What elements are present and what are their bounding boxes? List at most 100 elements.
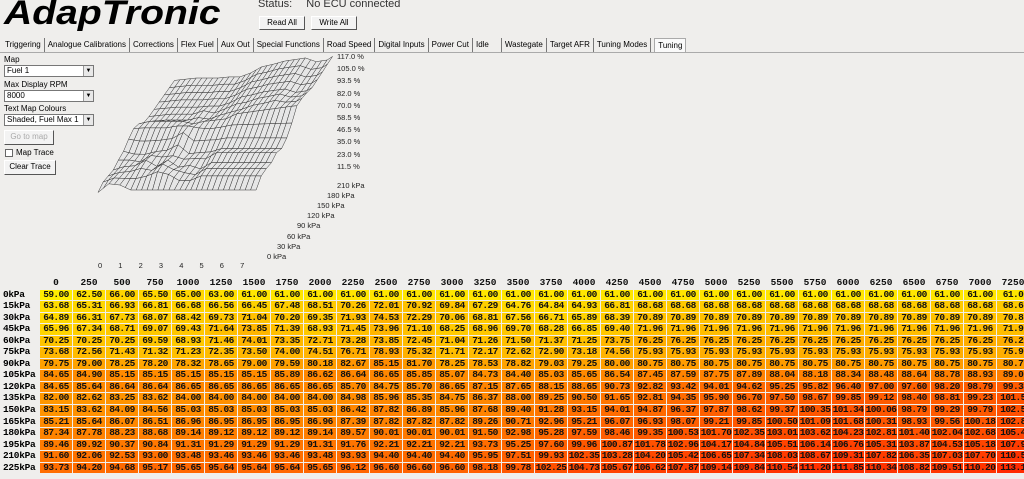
map-cell[interactable]: 70.26: [337, 301, 369, 312]
map-cell[interactable]: 100.06: [865, 405, 897, 416]
map-cell[interactable]: 84.00: [172, 393, 204, 405]
map-cell[interactable]: 78.93: [370, 347, 402, 358]
map-cell[interactable]: 62.50: [73, 289, 105, 301]
map-cell[interactable]: 111.85: [832, 462, 864, 474]
map-cell[interactable]: 97.00: [865, 381, 897, 393]
map-cell[interactable]: 87.45: [634, 370, 666, 381]
tab-special-functions[interactable]: Special Functions: [254, 38, 324, 52]
map-cell[interactable]: 86.51: [139, 416, 171, 428]
map-cell[interactable]: 72.29: [403, 312, 435, 324]
map-cell[interactable]: 94.87: [634, 405, 666, 416]
map-cell[interactable]: 69.73: [205, 312, 237, 324]
map-cell[interactable]: 71.96: [832, 324, 864, 335]
map-cell[interactable]: 66.31: [73, 312, 105, 324]
map-cell[interactable]: 87.34: [40, 428, 72, 439]
map-cell[interactable]: 72.56: [73, 347, 105, 358]
map-cell[interactable]: 100.18: [964, 416, 996, 428]
map-cell[interactable]: 91.29: [271, 439, 303, 451]
map-cell[interactable]: 87.68: [469, 405, 501, 416]
map-cell[interactable]: 87.15: [469, 381, 501, 393]
map-cell[interactable]: 84.65: [40, 381, 72, 393]
map-cell[interactable]: 73.35: [271, 335, 303, 347]
map-cell[interactable]: 92.53: [106, 451, 138, 462]
map-cell[interactable]: 104.17: [700, 439, 732, 451]
map-cell[interactable]: 99.3: [997, 381, 1024, 393]
map-cell[interactable]: 95.65: [172, 462, 204, 474]
map-cell[interactable]: 97.60: [898, 381, 930, 393]
map-cell[interactable]: 102.25: [535, 462, 567, 474]
map-cell[interactable]: 104.53: [931, 439, 963, 451]
map-cell[interactable]: 67.48: [271, 301, 303, 312]
map-cell[interactable]: 71.96: [931, 324, 963, 335]
map-cell[interactable]: 88.65: [568, 381, 600, 393]
map-cell[interactable]: 86.65: [172, 381, 204, 393]
map-cell[interactable]: 95.21: [568, 416, 600, 428]
map-cell[interactable]: 99.12: [865, 393, 897, 405]
max-rpm-select[interactable]: 8000 ▼: [4, 90, 94, 102]
map-cell[interactable]: 70.89: [766, 312, 798, 324]
map-cell[interactable]: 68.51: [304, 301, 336, 312]
map-cell[interactable]: 85.15: [205, 370, 237, 381]
map-cell[interactable]: 89.14: [172, 428, 204, 439]
map-cell[interactable]: 96.60: [403, 462, 435, 474]
map-cell[interactable]: 86.42: [337, 405, 369, 416]
map-cell[interactable]: 68.81: [469, 312, 501, 324]
map-cell[interactable]: 105.42: [667, 451, 699, 462]
map-cell[interactable]: 89.12: [271, 428, 303, 439]
read-all-button[interactable]: Read All: [259, 16, 305, 30]
map-cell[interactable]: 80.75: [898, 358, 930, 370]
map-cell[interactable]: 113.1: [997, 462, 1024, 474]
map-cell[interactable]: 89.40: [502, 405, 534, 416]
map-cell[interactable]: 94.01: [700, 381, 732, 393]
map-cell[interactable]: 71.37: [535, 335, 567, 347]
map-cell[interactable]: 68.71: [106, 324, 138, 335]
map-cell[interactable]: 89.46: [40, 439, 72, 451]
tab-digital-inputs[interactable]: Digital Inputs: [375, 38, 429, 52]
map-cell[interactable]: 87.89: [733, 370, 765, 381]
map-cell[interactable]: 97.51: [502, 451, 534, 462]
map-cell[interactable]: 71.96: [964, 324, 996, 335]
map-cell[interactable]: 90.73: [601, 381, 633, 393]
tab-power-cut[interactable]: Power Cut: [429, 38, 473, 52]
map-cell[interactable]: 86.07: [106, 416, 138, 428]
map-cell[interactable]: 70.8: [997, 312, 1024, 324]
map-cell[interactable]: 61.00: [601, 289, 633, 301]
map-cell[interactable]: 66.93: [106, 301, 138, 312]
map-cell[interactable]: 78.25: [106, 358, 138, 370]
map-cell[interactable]: 69.35: [304, 312, 336, 324]
map-cell[interactable]: 88.64: [898, 370, 930, 381]
map-cell[interactable]: 89.12: [238, 428, 270, 439]
map-cell[interactable]: 79.00: [73, 358, 105, 370]
tab-corrections[interactable]: Corrections: [130, 38, 178, 52]
map-cell[interactable]: 72.35: [205, 347, 237, 358]
map-cell[interactable]: 71.32: [139, 347, 171, 358]
map-cell[interactable]: 76.25: [634, 335, 666, 347]
map-cell[interactable]: 106.65: [700, 451, 732, 462]
map-cell[interactable]: 64.93: [568, 301, 600, 312]
map-cell[interactable]: 85.15: [139, 370, 171, 381]
map-cell[interactable]: 68.68: [832, 301, 864, 312]
map-cell[interactable]: 99.56: [931, 416, 963, 428]
map-cell[interactable]: 66.71: [535, 312, 567, 324]
map-cell[interactable]: 96.12: [337, 462, 369, 474]
map-cell[interactable]: 110.20: [964, 462, 996, 474]
map-cell[interactable]: 70.25: [106, 335, 138, 347]
map-cell[interactable]: 89.0: [997, 370, 1024, 381]
map-cell[interactable]: 101.09: [799, 416, 831, 428]
map-cell[interactable]: 76.25: [733, 335, 765, 347]
map-cell[interactable]: 95.95: [469, 451, 501, 462]
map-cell[interactable]: 68.6: [997, 301, 1024, 312]
tab-idle[interactable]: Idle: [473, 38, 502, 52]
map-cell[interactable]: 102.68: [964, 428, 996, 439]
map-cell[interactable]: 80.00: [601, 358, 633, 370]
map-cell[interactable]: 93.15: [568, 405, 600, 416]
map-cell[interactable]: 101.34: [832, 405, 864, 416]
map-cell[interactable]: 92.06: [73, 451, 105, 462]
map-cell[interactable]: 103.01: [766, 428, 798, 439]
map-cell[interactable]: 75.9: [997, 347, 1024, 358]
map-cell[interactable]: 66.45: [238, 301, 270, 312]
map-cell[interactable]: 73.18: [568, 347, 600, 358]
write-all-button[interactable]: Write All: [311, 16, 357, 30]
map-cell[interactable]: 80.75: [964, 358, 996, 370]
tab-aux-out[interactable]: Aux Out: [218, 38, 254, 52]
